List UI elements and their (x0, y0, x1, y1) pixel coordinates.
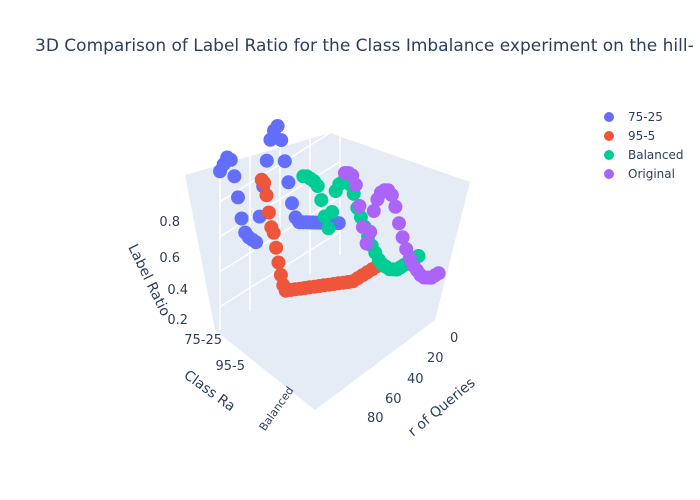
data-point (388, 199, 403, 214)
data-point (257, 175, 272, 190)
data-point (259, 153, 274, 168)
data-point (348, 177, 363, 192)
data-point (331, 216, 346, 231)
z-tick-label: 0.8 (159, 215, 180, 230)
legend-marker[interactable] (604, 150, 614, 160)
data-point (285, 196, 299, 211)
x-tick-label: 0 (450, 331, 458, 346)
data-point (234, 211, 249, 226)
floor-pane (215, 270, 435, 410)
legend-entry[interactable]: Original (628, 167, 675, 181)
data-point (266, 225, 281, 240)
legend-marker[interactable] (604, 131, 614, 141)
x-tick-label: 80 (367, 411, 384, 426)
data-point (366, 204, 381, 218)
data-point (431, 266, 446, 281)
data-point (352, 199, 367, 213)
data-point (314, 193, 329, 208)
data-point (269, 240, 284, 255)
z-axis-ticks: 0.2 0.4 0.6 0.8 (159, 215, 188, 328)
z-tick-label: 0.2 (167, 313, 188, 328)
3d-scene (185, 80, 470, 410)
z-tick-label: 0.4 (167, 283, 188, 298)
chart-title: 3D Comparison of Label Ratio for the Cla… (35, 36, 694, 56)
x-tick-label: 20 (427, 351, 444, 366)
data-point (259, 188, 274, 203)
data-point (249, 235, 263, 250)
legend-entry[interactable]: Balanced (628, 148, 683, 162)
data-point (227, 169, 242, 184)
legend-entry[interactable]: 95-5 (628, 129, 655, 143)
data-point (395, 230, 410, 245)
y-axis-title: Class Ra (181, 367, 238, 415)
data-point (271, 255, 286, 270)
data-point (310, 179, 325, 193)
data-point (325, 205, 340, 219)
data-point (231, 190, 245, 205)
data-point (261, 205, 276, 220)
legend-marker[interactable] (604, 169, 614, 179)
legend: 75-25 95-5 Balanced Original (604, 110, 683, 181)
z-tick-label: 0.6 (159, 251, 180, 266)
data-point (270, 119, 285, 133)
legend-marker[interactable] (604, 112, 614, 122)
data-point (392, 216, 406, 231)
x-tick-label: 40 (407, 372, 424, 387)
data-points (213, 119, 446, 298)
y-tick-label: 95-5 (215, 359, 245, 374)
legend-entry[interactable]: 75-25 (628, 110, 663, 124)
y-tick-label: 75-25 (184, 333, 222, 348)
data-point (359, 236, 374, 251)
data-point (321, 221, 336, 236)
data-point (281, 175, 296, 190)
y-tick-label: Balanced (257, 384, 297, 433)
x-tick-label: 60 (385, 392, 402, 407)
data-point (384, 188, 399, 203)
data-point (363, 224, 378, 239)
data-point (223, 152, 238, 167)
data-point (274, 133, 289, 148)
data-point (277, 154, 292, 169)
